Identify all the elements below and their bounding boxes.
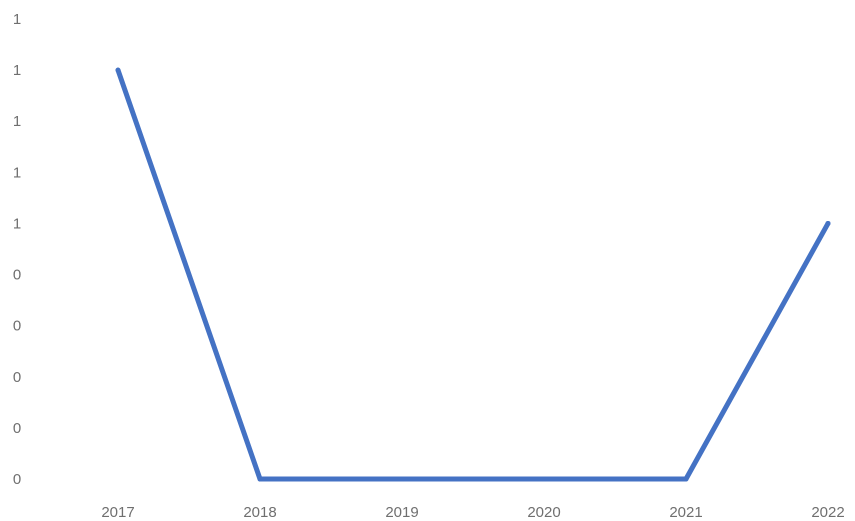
x-tick-label: 2020 (527, 504, 560, 521)
x-tick-label: 2019 (385, 504, 418, 521)
y-tick-label: 0 (13, 471, 21, 488)
data-point (115, 67, 121, 73)
y-tick-label: 1 (13, 164, 21, 181)
x-tick-label: 2018 (243, 504, 276, 521)
data-point (399, 476, 405, 482)
y-tick-label: 1 (13, 11, 21, 28)
y-tick-label: 0 (13, 318, 21, 335)
series-layer (115, 67, 831, 482)
y-tick-label: 0 (13, 369, 21, 386)
x-tick-label: 2017 (101, 504, 134, 521)
y-tick-label: 1 (13, 62, 21, 79)
x-tick-label: 2022 (811, 504, 844, 521)
series-line (115, 67, 831, 482)
data-point (257, 476, 263, 482)
x-axis-ticks: 2017 2018 2019 2020 2021 2022 (101, 504, 844, 521)
y-tick-label: 0 (13, 267, 21, 284)
y-tick-label: 1 (13, 215, 21, 232)
y-tick-label: 0 (13, 420, 21, 437)
y-axis-ticks: 0 0 0 0 0 1 1 1 1 1 (13, 11, 21, 488)
data-point (825, 220, 831, 226)
data-point (541, 476, 547, 482)
x-tick-label: 2021 (669, 504, 702, 521)
data-point (683, 476, 689, 482)
y-tick-label: 1 (13, 113, 21, 130)
